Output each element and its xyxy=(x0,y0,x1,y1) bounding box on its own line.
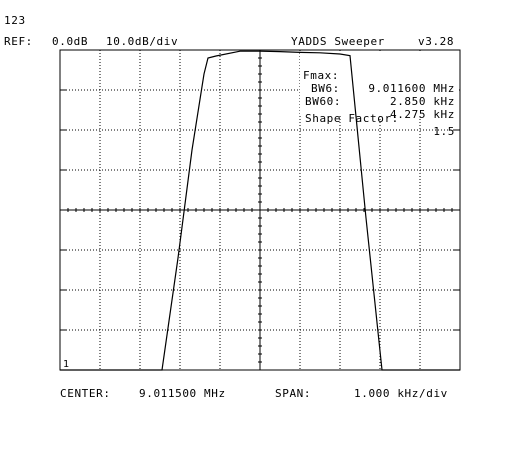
readout-panel-background xyxy=(300,51,459,115)
app-version: v3.28 xyxy=(418,35,455,48)
marker-number: 1 xyxy=(63,359,70,370)
bw6-value: 2.850 kHz xyxy=(389,95,455,108)
center-label: CENTER: xyxy=(60,387,111,400)
bw60-value: 4.275 kHz xyxy=(389,108,455,121)
bw6-row: BW6: 2.850 kHz xyxy=(303,69,455,121)
fmax-row: Fmax: 9.011600 MHz xyxy=(303,56,455,108)
plot-frame xyxy=(59,49,461,371)
measurement-readout: Fmax: 9.011600 MHz BW6: 2.850 kHz BW60: … xyxy=(303,56,455,138)
fmax-value: 9.011600 MHz xyxy=(368,82,455,95)
shape-factor-value: 1.5 xyxy=(433,125,455,138)
bw60-row: BW60: 4.275 kHz xyxy=(303,82,455,134)
shape-factor-label: Shape Factor: xyxy=(305,112,399,125)
fmax-label: Fmax: xyxy=(303,69,340,82)
vertical-scale: 10.0dB/div xyxy=(106,35,179,48)
app-name: YADDS Sweeper xyxy=(291,35,385,48)
bw60-label: BW60: xyxy=(305,95,342,108)
bw6-label: BW6: xyxy=(311,82,340,95)
graticule-grid xyxy=(60,50,460,370)
center-frequency: 9.011500 MHz xyxy=(139,387,226,400)
span-value: 1.000 kHz/div xyxy=(354,387,448,400)
shape-factor-row: Shape Factor: 1.5 xyxy=(303,99,455,151)
span-label: SPAN: xyxy=(275,387,312,400)
ref-label: REF: xyxy=(4,35,33,48)
ref-level: 0.0dB xyxy=(52,35,89,48)
title-line: 123 xyxy=(4,14,26,27)
response-trace xyxy=(60,50,460,371)
